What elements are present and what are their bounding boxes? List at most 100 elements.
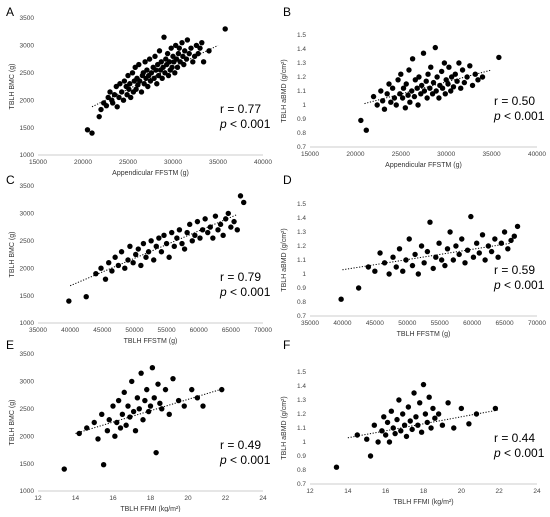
panel-d-data-point (444, 246, 451, 252)
panel-e-data-point (130, 408, 137, 415)
panel-e-data-point (219, 386, 225, 393)
panel-f-p-value: p < 0.001 (493, 446, 545, 460)
panel-e-r-value: r = 0.49 (220, 438, 261, 452)
panel-b-data-point (389, 85, 396, 91)
panel-c-x-axis-label: TBLH FFSTM (g) (124, 338, 178, 345)
panel-b-y-tick-label: 1.1 (297, 88, 306, 95)
panel-b-data-point (411, 93, 418, 100)
panel-e-data-point (153, 449, 159, 456)
panel-c-data-point (231, 218, 237, 225)
panel-d-data-point (498, 240, 505, 246)
panel-c-y-tick-label: 1000 (20, 320, 35, 327)
panel-d-data-point (511, 233, 517, 239)
panel-a-data-point (151, 75, 157, 81)
panel-e-data-point (76, 430, 82, 437)
panel-a-data-point (119, 89, 125, 95)
panel-a-data-point (184, 37, 191, 43)
panel-f-data-point (390, 425, 396, 431)
panel-a-data-point (116, 94, 122, 101)
panel-b-data-point (363, 127, 369, 133)
panel-b-y-tick-label: 1.3 (297, 60, 306, 67)
panel-a-y-axis-label: TBLH BMC (g) (9, 64, 16, 110)
panel-a-data-point (181, 61, 187, 68)
panel-a-y-tick-label: 3000 (20, 43, 35, 50)
panel-c-data-point (202, 216, 208, 222)
panel-c-data-point (220, 232, 226, 239)
panel-b-y-axis-label: TBLH aBMD (g/cm²) (281, 59, 288, 122)
panel-f-data-point (392, 430, 398, 437)
panel-e-data-point (155, 381, 161, 387)
panel-b-data-point (407, 99, 413, 105)
panel-e-data-point (170, 375, 176, 382)
panel-b-y-tick-label: 1.4 (297, 46, 306, 53)
panel-d-x-tick-label: 60000 (463, 320, 481, 327)
panel-e-trend-line (75, 387, 226, 434)
panel-e-data-point (100, 461, 107, 468)
panel-e-data-point (119, 411, 126, 417)
panel-b-data-point (418, 91, 424, 97)
panel-f-y-tick-label: 1.3 (297, 397, 306, 404)
panel-b-data-point (434, 74, 440, 80)
panel-b-data-point (452, 71, 458, 77)
panel-d-data-point (415, 271, 422, 277)
panel-e-data-point (114, 419, 120, 426)
panel-d-letter: D (283, 173, 292, 187)
panel-a-y-tick-label: 1500 (20, 125, 35, 132)
panel-b-data-point (424, 95, 430, 101)
panel-a-p-value: p < 0.001 (219, 117, 271, 131)
panel-f-data-point (382, 432, 389, 438)
panel-e-x-tick-label: 20 (184, 495, 192, 502)
panel-b-x-tick-label: 40000 (528, 151, 546, 158)
panel-d-data-point (468, 213, 474, 220)
panel-a-data-point (146, 56, 153, 62)
panel-f-data-point (435, 411, 442, 417)
panel-e-y-tick-label: 2500 (20, 406, 35, 413)
panel-b-data-point (475, 77, 481, 83)
panel-c-data-point (215, 227, 221, 233)
panel-e-letter: E (6, 338, 14, 352)
panel-d-data-point (377, 250, 383, 256)
panel-c-r-value: r = 0.79 (220, 270, 261, 284)
panel-f-data-point (432, 415, 438, 421)
panel-a-data-point (154, 81, 160, 87)
panel-f-data-point (420, 381, 427, 388)
panel-f-data-point (428, 425, 434, 431)
panel-d-x-tick-label: 65000 (496, 320, 514, 327)
panel-e-x-tick-label: 18 (147, 495, 155, 502)
panel-e-data-point (115, 397, 122, 404)
panel-a-y-tick-label: 2000 (20, 97, 35, 104)
panel-b-data-point (403, 81, 409, 87)
panel-b-letter: B (283, 5, 291, 19)
panel-d-y-tick-label: 1.3 (297, 229, 306, 236)
panel-d-data-point (403, 257, 409, 263)
panel-a-x-tick-label: 40000 (254, 159, 272, 166)
panel-a-data-point (103, 102, 110, 109)
panel-a-data-point (126, 86, 132, 92)
panel-c-data-point (156, 235, 162, 241)
panel-b-data-point (454, 78, 460, 84)
panel-b-data-point (467, 63, 473, 69)
panel-f-data-point (386, 439, 393, 445)
panel-c-data-point (109, 268, 115, 274)
panel-c-data-point (148, 238, 154, 244)
panel-c-data-point (197, 235, 203, 241)
panel-a-data-point (128, 94, 134, 101)
panel-e-x-tick-label: 22 (222, 495, 230, 502)
panel-f-data-point (379, 428, 385, 434)
panel-a-data-point (125, 72, 131, 79)
panel-c-x-tick-label: 35000 (29, 327, 47, 334)
panel-f-r-value: r = 0.44 (494, 431, 535, 445)
panel-f-data-point (409, 426, 415, 433)
panel-a-data-point (120, 97, 127, 103)
panel-e-data-point (61, 466, 67, 472)
panel-b-data-point (427, 85, 433, 91)
panel-f-data-point (426, 394, 432, 400)
panel-b-data-point (398, 71, 404, 77)
panel-f-data-point (417, 400, 423, 406)
panel-d-y-tick-label: 0.8 (297, 299, 306, 306)
panel-f-data-point (451, 425, 457, 431)
panel-c-y-tick-label: 3500 (20, 183, 35, 190)
panel-b-data-point (386, 81, 392, 87)
panel-f-data-point (399, 411, 406, 417)
